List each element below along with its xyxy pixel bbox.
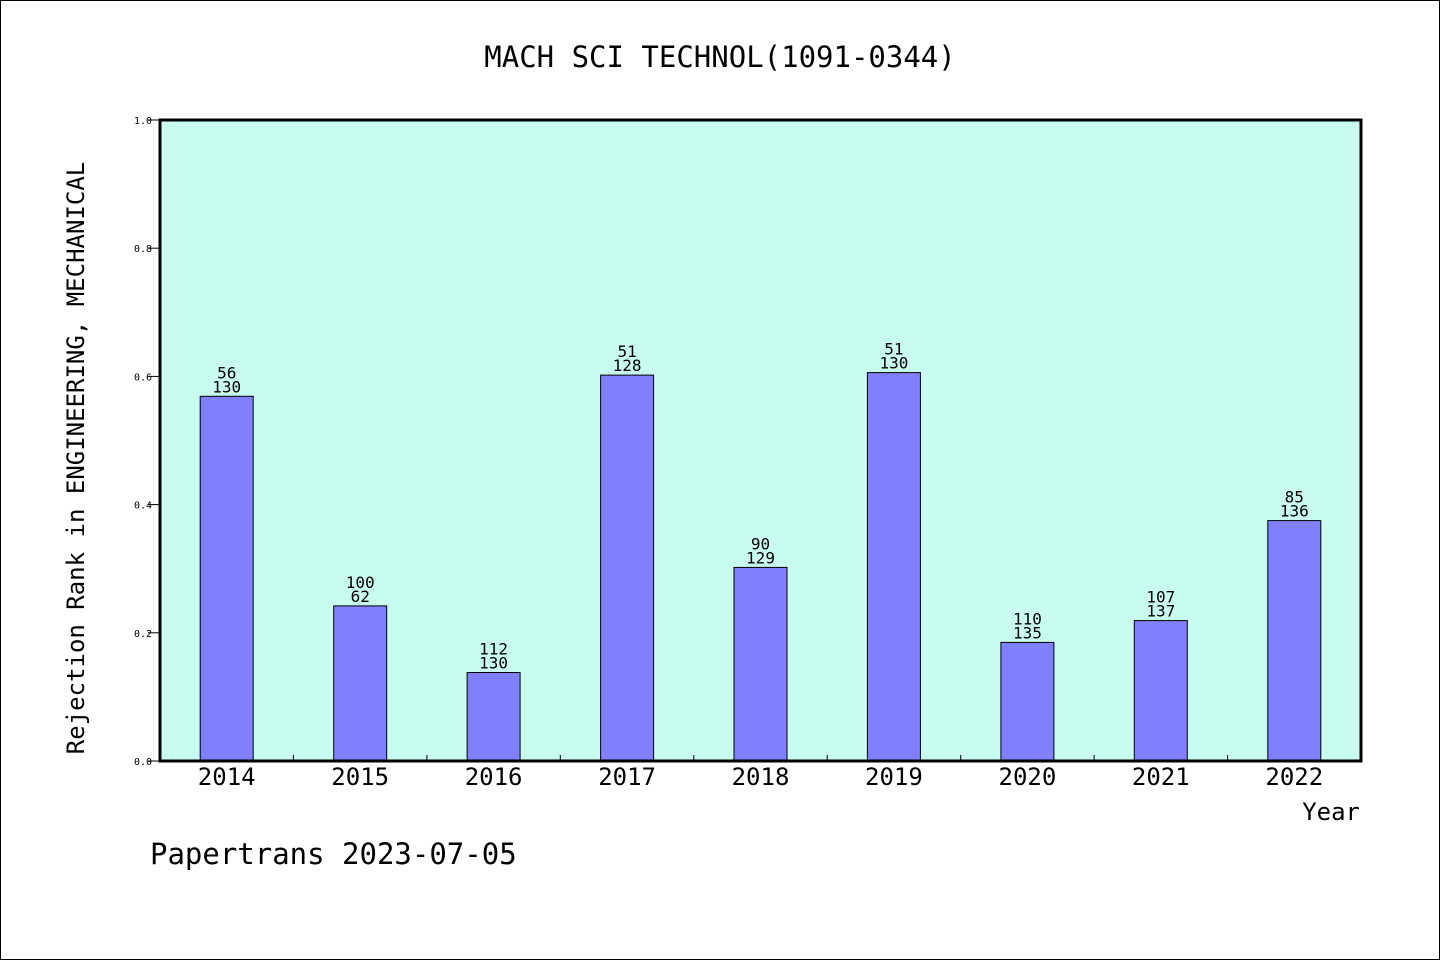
bar-label-bottom-2021: 137	[1146, 602, 1175, 621]
credit-footer: Papertrans 2023-07-05	[150, 837, 517, 871]
y-axis: 0.0 0.2 0.4 0.6 0.8 1.0	[134, 116, 160, 768]
bar-label-bottom-2022: 136	[1280, 502, 1309, 521]
y-axis-label: Rejection Rank in ENGINEERING, MECHANICA…	[62, 162, 90, 754]
y-tick-label-1.0: 1.0	[134, 116, 152, 127]
bar-label-bottom-2019: 130	[879, 354, 908, 373]
bar-2022	[1267, 520, 1322, 762]
x-axis-label: Year	[1302, 798, 1360, 826]
bar-2018	[733, 566, 788, 762]
bar-label-top-2022: 85	[1285, 488, 1304, 507]
x-tick-label-2019: 2019	[865, 763, 923, 791]
bar-2014	[199, 395, 254, 762]
bar-2016	[466, 672, 521, 762]
x-tick-label-2014: 2014	[198, 763, 256, 791]
bar-label-top-2018: 90	[751, 534, 770, 553]
bar-2015	[333, 605, 388, 762]
bar-label-bottom-2017: 128	[613, 356, 642, 375]
bar-label-bottom-2014: 130	[212, 377, 241, 396]
bar-label-bottom-2018: 129	[746, 548, 775, 567]
y-tick-label-0.0: 0.0	[134, 757, 152, 768]
chart-title: MACH SCI TECHNOL(1091-0344)	[484, 40, 955, 74]
bar-label-bottom-2020: 135	[1013, 623, 1042, 642]
x-tick-label-2018: 2018	[732, 763, 790, 791]
x-tick-label-2020: 2020	[999, 763, 1057, 791]
y-tick-label-0.8: 0.8	[134, 244, 152, 255]
x-axis: 2014 2015 2016 2017 2018 2019 2020 2021 2022	[198, 755, 1323, 791]
bar-2021	[1133, 620, 1188, 762]
x-tick-label-2017: 2017	[598, 763, 656, 791]
bar-label-bottom-2015: 62	[351, 587, 370, 606]
y-tick-label-0.2: 0.2	[134, 629, 152, 640]
bar-label-bottom-2016: 130	[479, 654, 508, 673]
x-tick-label-2015: 2015	[331, 763, 389, 791]
x-tick-label-2016: 2016	[465, 763, 523, 791]
bar-label-top-2017: 51	[617, 342, 636, 361]
x-tick-label-2022: 2022	[1265, 763, 1323, 791]
x-tick-label-2021: 2021	[1132, 763, 1190, 791]
bar-2020	[1000, 641, 1055, 762]
bar-2017	[600, 374, 655, 762]
bar-label-top-2020: 110	[1013, 609, 1042, 628]
bar-label-top-2015: 100	[346, 573, 375, 592]
bars-layer	[199, 372, 1322, 762]
plot-frame	[158, 118, 1363, 763]
bar-label-top-2019: 51	[884, 340, 903, 359]
bar-label-top-2021: 107	[1146, 588, 1175, 607]
bar-2019	[866, 372, 921, 762]
y-tick-label-0.4: 0.4	[134, 501, 152, 512]
bar-labels-layer: 5613010062112130511289012951130110135107…	[212, 340, 1309, 673]
bar-label-top-2014: 56	[217, 363, 236, 382]
bar-label-top-2016: 112	[479, 640, 508, 659]
y-tick-label-0.6: 0.6	[134, 372, 152, 383]
